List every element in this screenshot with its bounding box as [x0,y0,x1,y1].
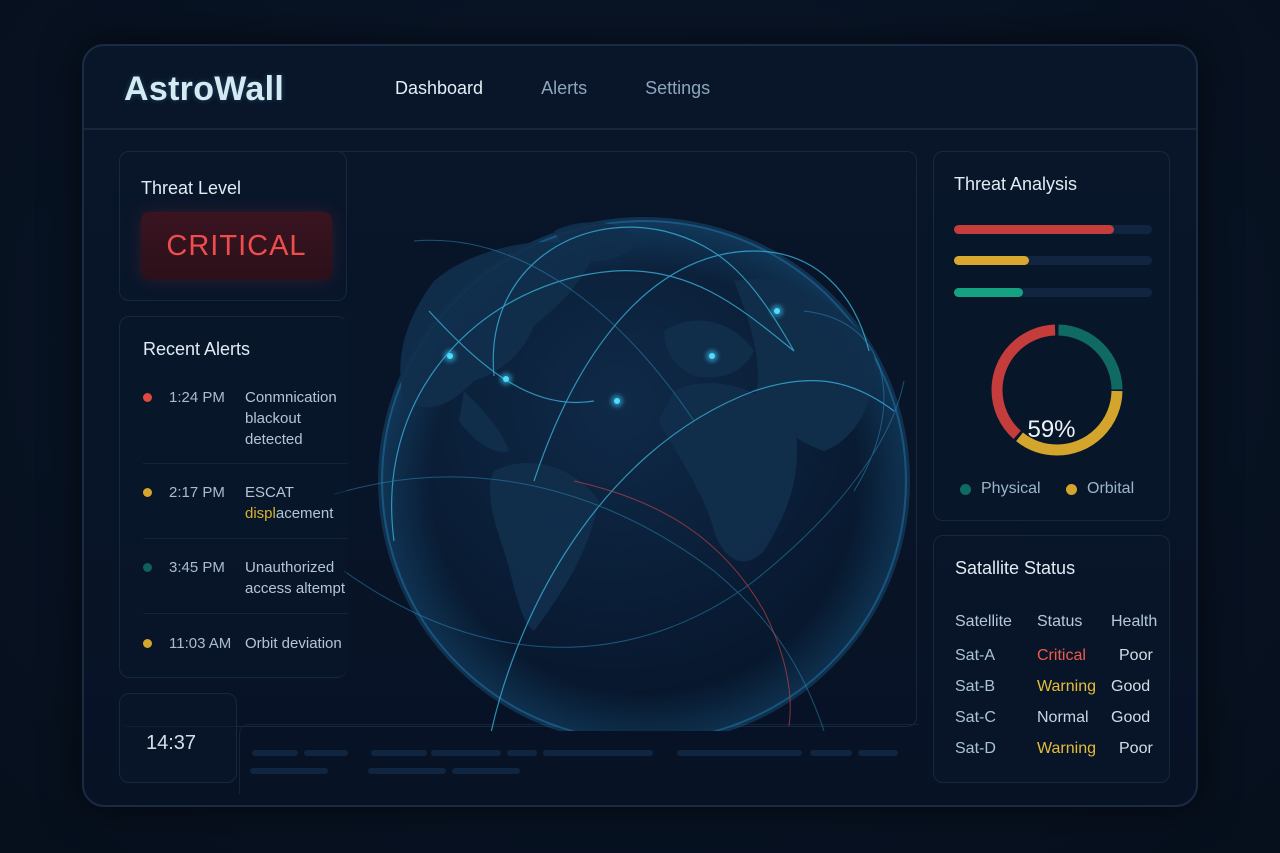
threat-level-badge: CRITICAL [141,212,332,280]
nav-alerts[interactable]: Alerts [541,78,588,98]
alert-message: Orbit deviation [245,635,342,652]
skeleton-bar [452,768,520,774]
divider [143,538,348,539]
threat-level-panel: Threat Level CRITICAL [119,151,347,301]
column-header: Status [1037,612,1083,630]
table-row[interactable]: Sat-D Warning Poor [955,733,1171,764]
severity-dot-icon [143,393,152,402]
alert-item[interactable]: 3:45 PM Unauthorized access altempt [143,557,353,599]
clock-panel: 14:37 [119,693,237,783]
threat-level-title: Threat Level [141,178,242,198]
threat-donut-chart [991,324,1123,456]
alert-message: ESCAT displacement [245,482,353,524]
legend-dot-icon [1066,483,1077,495]
threat-analysis-panel: Threat Analysis 59% Physical Orbital [933,151,1170,521]
legend-physical: Physical [960,480,1041,498]
skeleton-bar [507,750,537,756]
alert-time: 11:03 AM [169,635,232,652]
table-row[interactable]: Sat-C Normal Good [955,702,1171,733]
table-header: Satellite Status Health [955,603,1171,640]
alert-time: 2:17 PM [169,484,225,501]
skeleton-bar [371,750,427,756]
header: AstroWall Dashboard Alerts Settings [84,46,1196,130]
alert-message-part: acement [275,505,334,522]
alert-time: 3:45 PM [169,559,225,576]
satellite-status: Warning [1037,739,1096,757]
skeleton-bar [677,750,802,756]
skeleton-bar [810,750,852,756]
main-nav: Dashboard Alerts Settings [395,78,768,99]
donut-center-value: 59% [1027,416,1076,443]
threat-bar-warning [954,256,1152,265]
clock-time: 14:37 [146,732,197,754]
bar-fill [954,256,1030,265]
satellite-health: Good [1111,708,1151,726]
threat-bar-critical [954,225,1152,234]
alert-message: Conmnication blackout detected [245,389,337,448]
satellite-health: Good [1111,677,1151,695]
legend-orbital: Orbital [1066,480,1134,498]
alert-message: Unauthorized access altempt [245,559,346,597]
skeleton-bar [543,750,653,756]
legend-dot-icon [960,483,971,495]
bar-fill [954,225,1115,234]
satellite-status-title: Satallite Status [955,558,1076,578]
skeleton-bar [368,768,446,774]
threat-analysis-title: Threat Analysis [954,174,1078,194]
severity-dot-icon [143,639,152,648]
app-logo: AstroWall [124,70,285,108]
skeleton-bar [250,768,328,774]
satellite-health: Poor [1119,646,1153,664]
satellite-name: Sat-D [955,739,996,757]
legend-label: Physical [981,480,1041,497]
ticker-placeholder [239,724,919,794]
alert-message-part: ESCAT [245,484,294,501]
satellite-table: Satellite Status Health Sat-A Critical P… [955,603,1171,764]
satellite-name: Sat-A [955,646,996,664]
divider [143,463,348,464]
skeleton-bar [304,750,348,756]
app-window: AstroWall Dashboard Alerts Settings Thre… [82,44,1198,807]
divider [143,613,348,614]
satellite-status: Critical [1037,646,1086,664]
severity-dot-icon [143,488,152,497]
column-header: Health [1111,612,1158,630]
satellite-health: Poor [1119,739,1153,757]
skeleton-bar [431,750,501,756]
severity-dot-icon [143,563,152,572]
column-header: Satellite [955,612,1012,630]
threat-bar-normal [954,288,1152,297]
satellite-status: Normal [1037,708,1089,726]
alert-item[interactable]: 2:17 PM ESCAT displacement [143,482,353,524]
table-row[interactable]: Sat-A Critical Poor [955,640,1171,671]
alert-item[interactable]: 11:03 AM Orbit deviation [143,633,353,654]
nav-dashboard[interactable]: Dashboard [395,78,484,98]
bar-fill [954,288,1024,297]
satellite-status-panel: Satallite Status Satellite Status Health… [933,535,1170,783]
alert-message-highlight: displ [245,505,276,522]
nav-settings[interactable]: Settings [645,78,711,98]
legend-label: Orbital [1087,480,1135,497]
satellite-name: Sat-C [955,708,996,726]
skeleton-bar [858,750,898,756]
table-row[interactable]: Sat-B Warning Good [955,671,1171,702]
satellite-name: Sat-B [955,677,996,695]
skeleton-bar [252,750,298,756]
recent-alerts-panel: Recent Alerts 1:24 PM Conmnication black… [119,316,348,678]
recent-alerts-title: Recent Alerts [143,339,251,359]
alert-item[interactable]: 1:24 PM Conmnication blackout detected [143,387,353,450]
alert-time: 1:24 PM [169,389,225,406]
satellite-status: Warning [1037,677,1096,695]
